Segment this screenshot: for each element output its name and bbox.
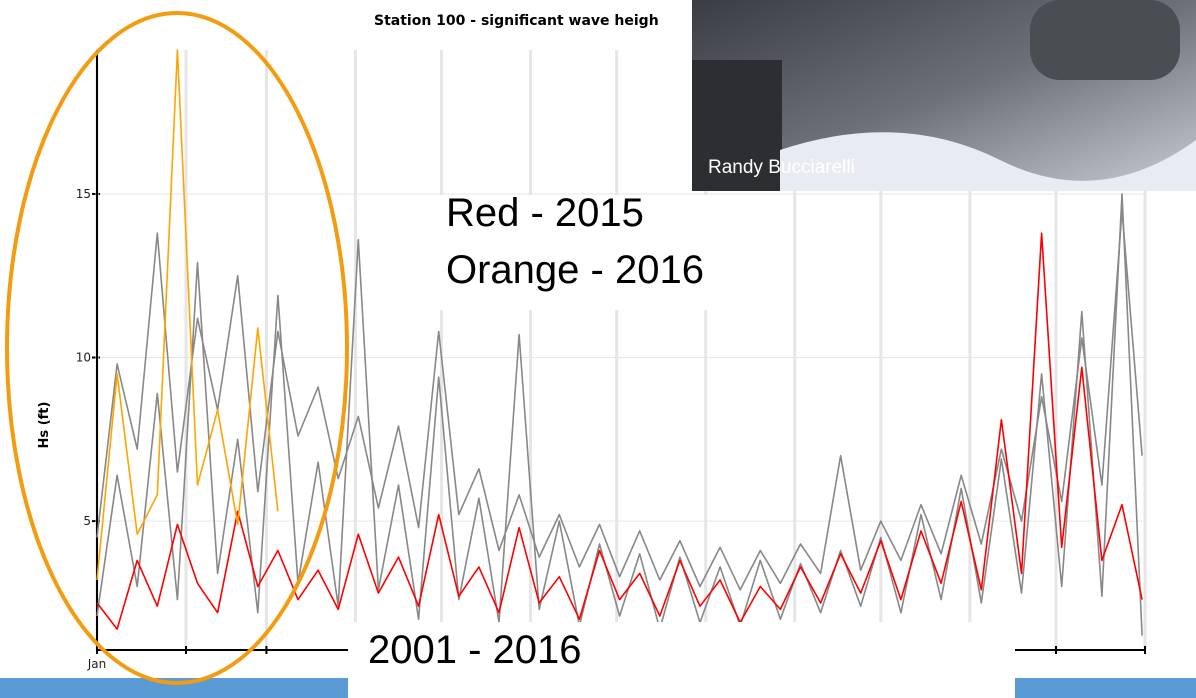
y-tick-label: 15 — [76, 187, 91, 201]
annotation: Red - 2015 — [446, 191, 644, 235]
slide: 5 10 15 Jan Station 100 - significant wave … — [0, 0, 1196, 698]
chart-title: Station 100 - significant wave heigh — [374, 13, 659, 29]
annotation: Orange - 2016 — [446, 248, 704, 292]
photo-credit: Randy Bucciarelli — [708, 157, 855, 178]
photo-gate — [1030, 0, 1180, 80]
x-tick-label: Jan — [87, 657, 107, 671]
highlight-ellipse — [7, 13, 347, 683]
y-axis-label: Hs (ft) — [37, 402, 52, 449]
photo: Randy Bucciarelli — [692, 0, 1196, 191]
y-tick-label: 5 — [83, 514, 91, 528]
y-tick-label: 10 — [76, 351, 91, 365]
page: {"chart_data": {"type": "line", "title":… — [0, 0, 1196, 698]
annotation: 2001 - 2016 — [368, 628, 582, 672]
